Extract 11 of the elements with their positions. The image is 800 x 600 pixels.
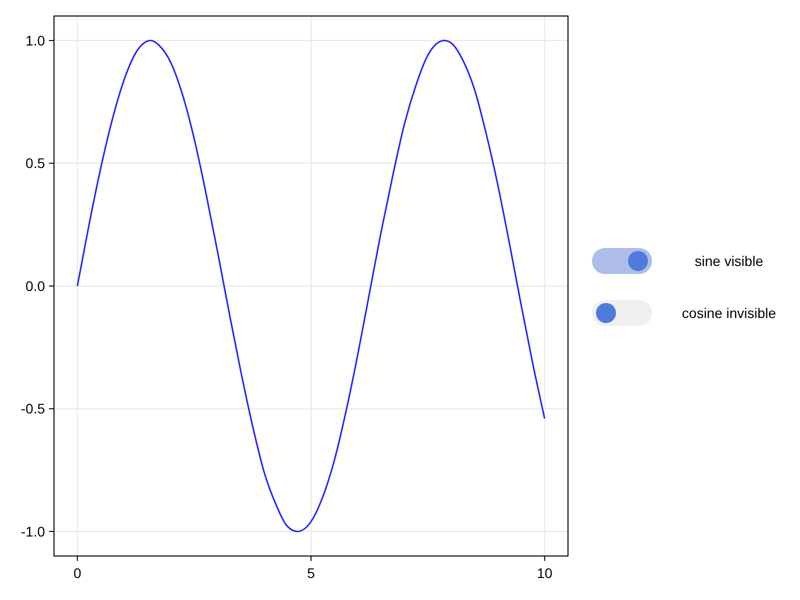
text: sine visible: [694, 252, 764, 269]
text: cosine invisible: [682, 304, 776, 321]
y-tick-label: 0.5: [26, 155, 46, 172]
x-tick-label: 5: [307, 565, 316, 581]
x-tick-label: 10: [536, 565, 553, 581]
x-tick-label: 0: [73, 565, 82, 581]
y-tick-label: -0.5: [20, 400, 46, 417]
y-tick-label: 1.0: [26, 32, 46, 48]
y-tick-label: -1.0: [20, 523, 46, 540]
y-tick-label: 0.0: [26, 278, 46, 294]
line-series: [76, 40, 546, 532]
